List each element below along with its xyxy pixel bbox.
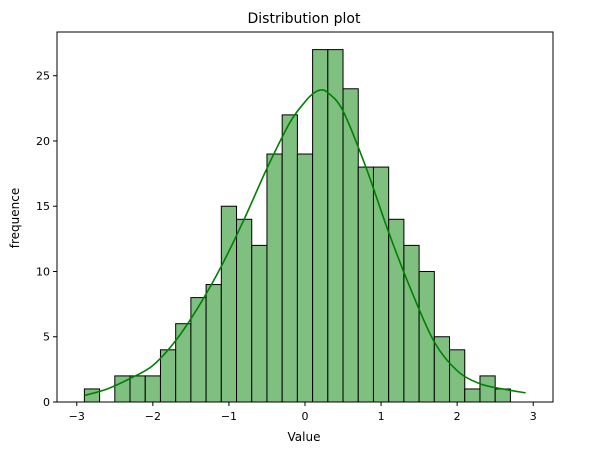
y-tick-label: 25 <box>36 70 50 83</box>
histogram-bar <box>388 218 405 403</box>
kde-curve <box>84 89 526 397</box>
histogram-bar <box>144 375 161 403</box>
histogram-bar <box>175 323 192 403</box>
plot-area <box>83 49 526 403</box>
histogram-bar <box>281 114 298 403</box>
histogram-bar <box>342 88 359 403</box>
y-tick-label: 5 <box>43 331 50 344</box>
histogram-bar <box>312 49 329 403</box>
x-tick-label: −2 <box>145 410 161 423</box>
histogram-bar <box>159 349 177 403</box>
histogram-bar <box>357 166 374 403</box>
histogram-bar <box>266 153 283 403</box>
histogram-bar <box>449 349 466 403</box>
x-tick-label: 2 <box>454 410 461 423</box>
chart-title: Distribution plot <box>248 11 361 27</box>
y-tick-label: 20 <box>36 135 50 148</box>
histogram-bar <box>464 388 481 403</box>
x-tick-label: −3 <box>69 410 85 423</box>
histogram-bar <box>205 284 222 403</box>
histogram-bar <box>479 375 496 403</box>
axes: −3 −2 −1 0 1 2 3 0 5 10 15 20 25 <box>36 31 554 423</box>
histogram-bar <box>296 153 314 403</box>
x-axis-label: Value <box>288 430 321 444</box>
histogram-bar <box>494 388 511 403</box>
x-tick-label: 0 <box>302 410 309 423</box>
y-tick-label: 0 <box>43 396 50 409</box>
y-tick-label: 10 <box>36 265 50 278</box>
x-tick-label: 1 <box>378 410 385 423</box>
histogram-bar <box>190 297 207 403</box>
x-tick-label: 3 <box>530 410 537 423</box>
histogram-bar <box>220 205 238 403</box>
y-tick-label: 15 <box>36 200 50 213</box>
x-tick-label: −1 <box>221 410 237 423</box>
histogram-bar <box>251 244 268 403</box>
histogram-bar <box>236 218 253 403</box>
histogram-bar <box>403 244 420 403</box>
histogram-bar <box>129 375 146 403</box>
histogram-bar <box>327 49 344 403</box>
histogram-bar <box>372 166 390 403</box>
y-axis-label: frequence <box>8 188 22 248</box>
